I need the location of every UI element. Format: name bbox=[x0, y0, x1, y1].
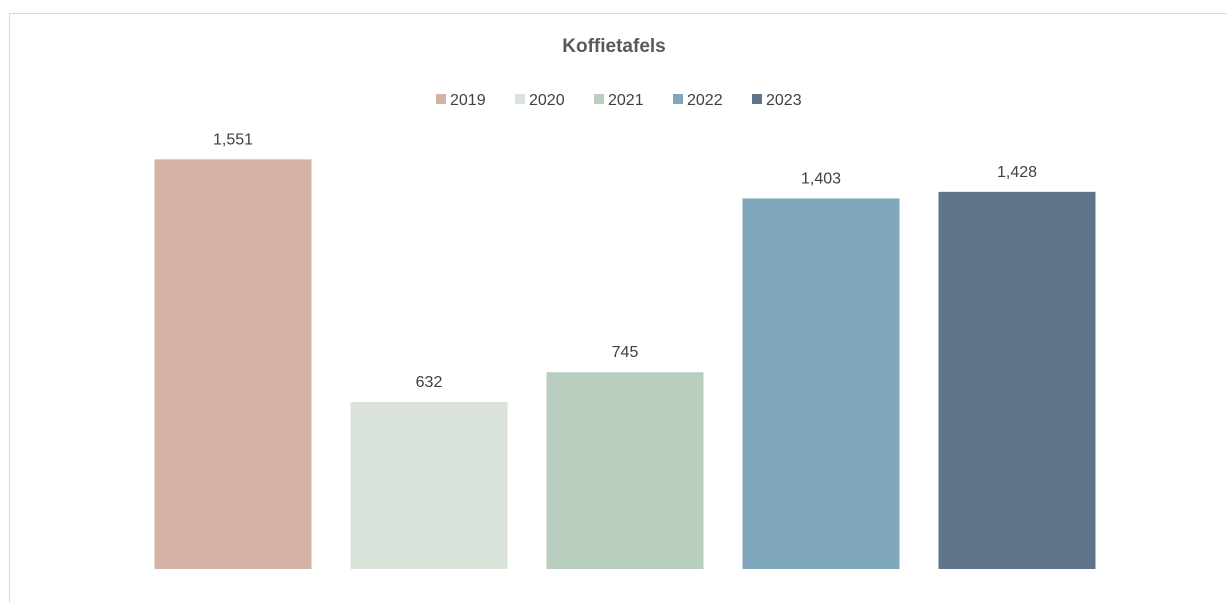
legend-swatch-2019 bbox=[436, 94, 446, 104]
legend-label-2021: 2021 bbox=[608, 92, 644, 109]
legend: 2019 2020 2021 2022 2023 bbox=[436, 92, 802, 109]
chart-frame bbox=[9, 13, 1227, 603]
chart-title: Koffietafels bbox=[562, 36, 665, 57]
bar-2021 bbox=[546, 372, 704, 569]
data-label-2021: 745 bbox=[612, 344, 639, 361]
data-label-2022: 1,403 bbox=[801, 170, 841, 187]
bar-2020 bbox=[350, 402, 508, 569]
bar-2023 bbox=[938, 191, 1096, 569]
bar-chart: Koffietafels 2019 2020 2021 2022 2023 1,551 6… bbox=[154, 36, 1096, 570]
data-label-2023: 1,428 bbox=[997, 164, 1037, 181]
bars bbox=[154, 159, 1096, 570]
legend-swatch-2020 bbox=[515, 94, 525, 104]
legend-label-2019: 2019 bbox=[450, 92, 486, 109]
value-labels: 1,551 632 745 1,403 1,428 bbox=[213, 131, 1037, 391]
data-label-2019: 1,551 bbox=[213, 131, 253, 148]
legend-label-2020: 2020 bbox=[529, 92, 565, 109]
legend-label-2022: 2022 bbox=[687, 92, 723, 109]
bar-2019 bbox=[154, 159, 312, 570]
data-label-2020: 632 bbox=[416, 374, 443, 391]
legend-swatch-2023 bbox=[752, 94, 762, 104]
bar-2022 bbox=[742, 198, 900, 570]
legend-swatch-2021 bbox=[594, 94, 604, 104]
legend-swatch-2022 bbox=[673, 94, 683, 104]
legend-label-2023: 2023 bbox=[766, 92, 802, 109]
